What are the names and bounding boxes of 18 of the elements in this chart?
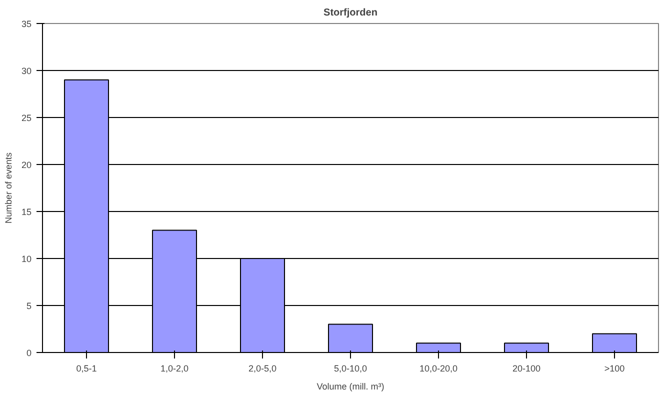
y-tick-label: 10 xyxy=(21,254,32,264)
y-tick-label: 25 xyxy=(21,113,32,123)
chart-title: Storfjorden xyxy=(324,8,378,18)
x-tick-label: 1,0-2,0 xyxy=(160,364,189,374)
x-tick-label: 0,5-1 xyxy=(76,364,97,374)
y-axis-title: Number of events xyxy=(3,152,14,224)
x-tick-label: >100 xyxy=(604,364,625,374)
y-tick-label: 5 xyxy=(26,301,32,311)
x-tick-label: 2,0-5,0 xyxy=(248,364,277,374)
x-axis-title: Volume (mill. m³) xyxy=(316,382,384,392)
y-tick-label: 15 xyxy=(21,207,32,217)
x-tick-label: 10,0-20,0 xyxy=(419,364,458,374)
x-tick-label: 20-100 xyxy=(512,364,541,374)
y-tick-label: 30 xyxy=(21,66,32,76)
y-tick-label: 20 xyxy=(21,160,32,170)
x-tick-label: 5,0-10,0 xyxy=(334,364,368,374)
y-tick-label: 0 xyxy=(26,348,32,358)
y-tick-label: 35 xyxy=(21,19,32,29)
